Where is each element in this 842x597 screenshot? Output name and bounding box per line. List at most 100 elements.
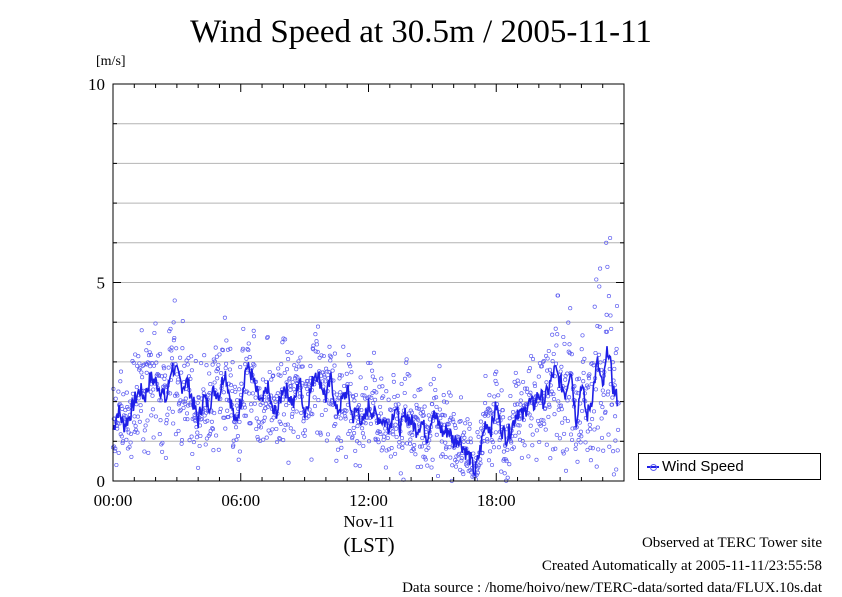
data-point xyxy=(163,373,168,378)
data-point xyxy=(137,361,142,366)
data-point xyxy=(530,432,535,437)
data-point xyxy=(334,458,339,463)
data-point xyxy=(138,408,144,414)
data-point xyxy=(569,352,574,357)
data-point xyxy=(351,394,356,399)
data-point xyxy=(250,391,255,396)
data-point xyxy=(247,355,252,360)
data-point xyxy=(242,402,247,407)
data-point xyxy=(487,407,492,412)
data-point xyxy=(462,435,467,440)
data-point xyxy=(598,360,603,365)
data-point xyxy=(386,397,391,402)
data-point xyxy=(530,443,535,448)
scatter-points xyxy=(110,235,621,483)
data-point xyxy=(509,440,514,445)
footer-created-note: Created Automatically at 2005-11-11/23:5… xyxy=(541,558,822,574)
data-point xyxy=(154,360,159,365)
data-point xyxy=(416,417,421,423)
data-point xyxy=(286,357,291,362)
data-point xyxy=(528,390,533,395)
data-point xyxy=(252,401,257,406)
data-point xyxy=(203,442,208,447)
data-point xyxy=(461,439,466,444)
data-point xyxy=(158,351,163,356)
data-point xyxy=(586,385,591,390)
data-point xyxy=(207,371,212,376)
legend: Wind Speed xyxy=(638,453,821,480)
data-point xyxy=(407,373,412,378)
data-point xyxy=(516,423,521,428)
x-axis-date-label: Nov-11 xyxy=(343,512,394,531)
data-point xyxy=(575,459,580,464)
data-point xyxy=(172,298,177,303)
data-point xyxy=(343,454,349,459)
data-point xyxy=(599,435,605,440)
data-point xyxy=(274,426,279,432)
data-point xyxy=(185,417,190,422)
data-point xyxy=(113,396,118,401)
data-point xyxy=(508,393,513,399)
data-point xyxy=(450,463,455,468)
data-point xyxy=(245,347,250,352)
data-point xyxy=(404,357,409,362)
data-point xyxy=(462,430,467,435)
data-point xyxy=(390,429,395,434)
data-point xyxy=(153,414,158,419)
data-point xyxy=(210,427,216,432)
data-point xyxy=(270,427,275,432)
data-point xyxy=(151,363,157,368)
data-point xyxy=(414,402,419,407)
data-point xyxy=(491,445,497,450)
data-point xyxy=(145,418,150,423)
data-point xyxy=(446,422,451,427)
data-point xyxy=(526,454,531,459)
data-point xyxy=(467,421,472,426)
data-point xyxy=(493,430,498,435)
y-tick-label: 0 xyxy=(97,472,106,491)
data-point xyxy=(279,362,284,367)
data-point xyxy=(253,395,258,400)
data-point xyxy=(528,423,533,428)
data-point xyxy=(230,360,235,365)
data-point xyxy=(183,396,188,401)
data-point xyxy=(494,381,499,386)
data-point xyxy=(478,461,483,466)
data-point xyxy=(327,344,332,349)
data-point xyxy=(574,390,579,395)
data-point xyxy=(606,389,611,394)
data-point xyxy=(383,426,388,431)
data-point xyxy=(590,446,595,451)
data-point xyxy=(214,433,219,438)
data-point xyxy=(194,435,199,440)
data-point xyxy=(300,364,305,369)
data-point xyxy=(559,407,564,412)
data-point xyxy=(146,341,151,346)
data-point xyxy=(400,441,405,446)
data-point xyxy=(545,356,550,361)
data-point xyxy=(559,364,564,369)
data-point xyxy=(258,425,263,430)
data-point xyxy=(216,447,221,452)
data-point xyxy=(486,458,492,463)
data-point xyxy=(502,457,507,462)
data-point xyxy=(296,434,301,439)
data-point xyxy=(459,456,464,461)
data-point xyxy=(513,433,518,438)
data-point xyxy=(591,409,597,414)
data-point xyxy=(392,394,397,400)
data-point xyxy=(391,432,396,437)
data-point xyxy=(378,404,383,409)
data-point xyxy=(601,448,606,453)
data-point xyxy=(339,445,344,450)
data-point xyxy=(371,400,376,406)
data-point xyxy=(150,407,155,412)
data-point xyxy=(443,446,449,451)
data-point xyxy=(409,410,414,415)
data-point xyxy=(517,423,522,428)
data-point xyxy=(180,319,185,324)
data-point xyxy=(231,443,236,448)
data-point xyxy=(516,381,521,386)
data-point xyxy=(563,377,568,382)
data-point xyxy=(338,416,343,421)
